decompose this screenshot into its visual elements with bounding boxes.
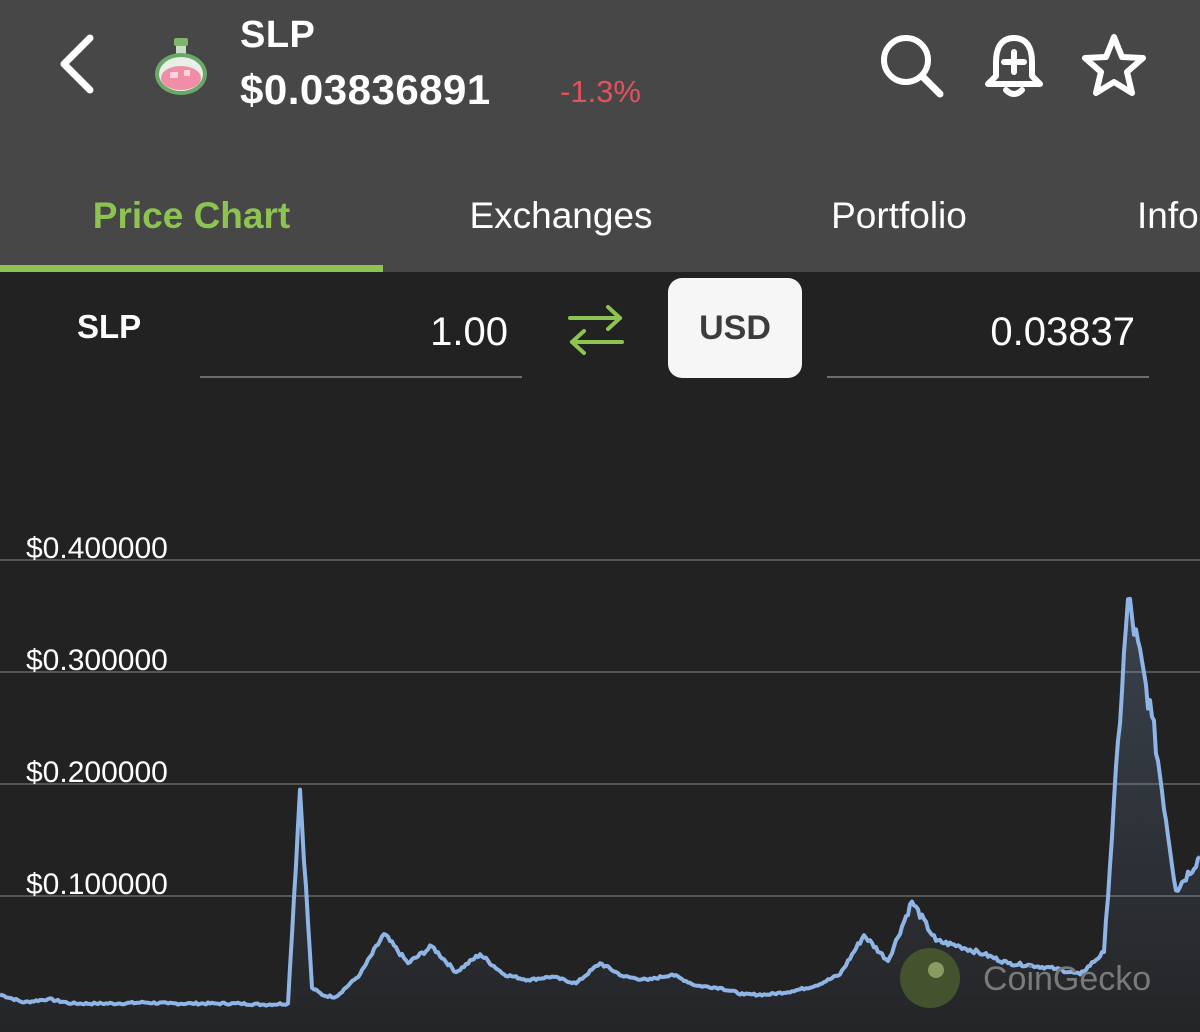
search-icon: [881, 35, 944, 98]
y-tick-label: $0.200000: [26, 756, 168, 789]
tab-price-chart[interactable]: Price Chart: [92, 195, 291, 236]
tab-info[interactable]: Info: [1137, 195, 1199, 236]
app-header: SLP $0.03836891 -1.3% Price Chart Exchan…: [0, 0, 1200, 272]
tab-exchanges[interactable]: Exchanges: [469, 195, 653, 236]
y-tick-label: $0.400000: [26, 532, 168, 565]
y-tick-label: $0.300000: [26, 644, 168, 677]
currency-converter: SLP 1.00 USD 0.03837: [0, 272, 1200, 392]
target-currency-button[interactable]: USD: [668, 278, 802, 378]
y-tick-label: $0.100000: [26, 868, 168, 901]
favorite-button[interactable]: [1078, 30, 1150, 102]
watermark-text: CoinGecko: [983, 960, 1151, 998]
price-area-fill: [0, 598, 1200, 1032]
bell-plus-icon: [985, 35, 1043, 97]
potion-coin-logo: [155, 38, 207, 95]
to-amount-input[interactable]: 0.03837: [827, 302, 1149, 378]
tab-bar: Price Chart Exchanges Portfolio Info: [0, 160, 1200, 272]
coin-price: $0.03836891: [240, 66, 491, 113]
gecko-eye-icon: [928, 962, 944, 978]
tab-portfolio[interactable]: Portfolio: [831, 195, 967, 236]
from-currency-label: SLP: [77, 308, 142, 345]
chart-grid: [0, 559, 1200, 897]
y-axis-labels: $0.400000 $0.300000 $0.200000 $0.100000: [26, 532, 168, 901]
back-button[interactable]: [48, 28, 104, 100]
search-button[interactable]: [876, 30, 948, 102]
price-line: [0, 596, 1200, 1008]
price-change-badge: -1.3%: [560, 74, 641, 109]
price-chart[interactable]: $0.400000 $0.300000 $0.200000 $0.100000 Coi…: [0, 392, 1200, 1032]
coingecko-watermark: CoinGecko: [900, 948, 1151, 1008]
star-icon: [1082, 34, 1146, 96]
from-amount-input[interactable]: 1.00: [200, 302, 522, 378]
add-alert-button[interactable]: [978, 30, 1050, 102]
swap-arrows-icon[interactable]: [564, 304, 628, 356]
coin-symbol: SLP: [240, 14, 316, 56]
chevron-left-icon: [60, 34, 94, 94]
active-tab-indicator: [0, 265, 383, 272]
gecko-logo-icon: [900, 948, 960, 1008]
